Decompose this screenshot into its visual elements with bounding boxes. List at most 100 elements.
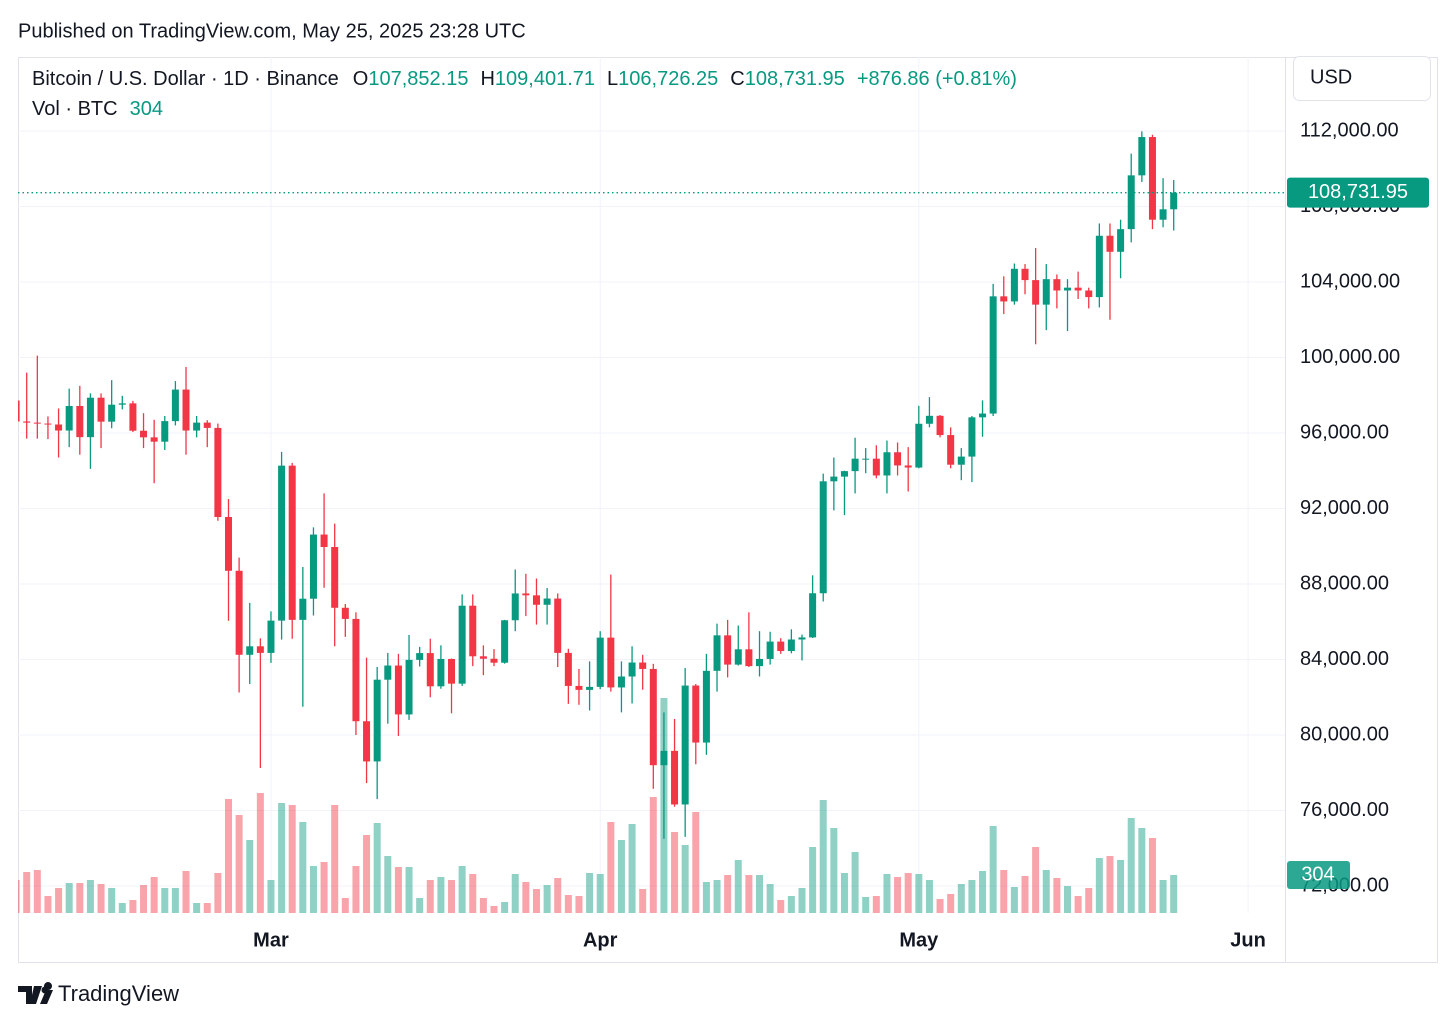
candle-body [1074, 287, 1082, 291]
grid [18, 57, 1285, 913]
candle-body [532, 595, 540, 605]
volume-bar [182, 871, 190, 913]
candle-body [437, 658, 445, 687]
candle-body [309, 534, 317, 599]
candle-body [129, 403, 137, 431]
candle-body [989, 296, 997, 414]
volume-bar [511, 874, 519, 913]
ohlc-key: O [353, 68, 369, 90]
candle-body [1117, 229, 1125, 252]
volume-bar [840, 873, 848, 913]
y-tick-label: 80,000.00 [1300, 723, 1389, 745]
volume-bar [947, 894, 955, 913]
logo-mark [18, 982, 52, 1004]
candle-body [458, 605, 466, 684]
currency-button[interactable] [1293, 56, 1431, 101]
volume-bar [809, 847, 817, 913]
volume-bar [851, 852, 859, 913]
legend-title: Bitcoin / U.S. Dollar · 1D · Binance O107… [32, 68, 1017, 90]
volume-bar [671, 832, 679, 913]
volume-bar [384, 856, 392, 913]
volume-bar [299, 822, 307, 913]
volume-bar [55, 888, 63, 913]
volume-tag [1287, 861, 1350, 889]
candle-body [150, 437, 158, 442]
volume-bar [469, 874, 477, 913]
candle-body [798, 637, 806, 640]
volume-bar [756, 875, 764, 913]
candle-body [341, 607, 349, 619]
volume-bar [246, 840, 254, 913]
volume-bar [724, 875, 732, 913]
ohlc-value: 106,726.25 [618, 68, 718, 90]
volume-bar [140, 885, 148, 913]
volume-bar [1159, 880, 1167, 913]
volume-bar [745, 875, 753, 913]
candle-body [745, 649, 753, 667]
candle-body [681, 685, 689, 805]
currency[interactable]: USD [1310, 66, 1352, 88]
candle-body [203, 422, 211, 428]
volume-bar [18, 880, 20, 913]
candle-body [501, 620, 509, 663]
volume-bar [437, 877, 445, 913]
candle-body [246, 646, 254, 655]
ohlc-value: 109,401.71 [495, 68, 595, 90]
y-tick-label: 84,000.00 [1300, 648, 1389, 670]
y-tick-label: 100,000.00 [1300, 346, 1400, 368]
candle-body [617, 676, 625, 688]
candle-body [108, 404, 116, 422]
volume-bar [734, 860, 742, 913]
candle-body [968, 417, 976, 457]
published-note: Published on TradingView.com, May 25, 20… [18, 20, 526, 42]
candle-body [224, 516, 232, 571]
volume-bar [458, 866, 466, 913]
volume-bar [267, 880, 275, 913]
volume-bar [288, 805, 296, 913]
candle-body [363, 721, 371, 762]
y-tick-label: 76,000.00 [1300, 799, 1389, 821]
volume-bar [1063, 886, 1072, 913]
candle-body [787, 639, 795, 652]
volume-bar [108, 888, 116, 913]
volume-bar [554, 878, 562, 913]
change: +876.86 (+0.81%) [857, 68, 1017, 90]
volume-bar [1042, 870, 1050, 913]
volume-bar [97, 884, 105, 913]
ohlc-key: H [480, 68, 494, 90]
volume-bar [936, 899, 944, 913]
volume-bar [1138, 828, 1146, 913]
candle-body [1053, 279, 1061, 291]
volume-bar [681, 845, 689, 913]
candle-body [1021, 268, 1029, 281]
volume-bar [235, 815, 243, 913]
y-tick-label: 92,000.00 [1300, 497, 1389, 519]
volume-tag-label: 304 [1301, 863, 1334, 885]
volume-bar [341, 898, 349, 913]
volume-bar [278, 803, 286, 913]
volume-bar [23, 872, 31, 913]
volume-bar [150, 877, 158, 913]
last-price-tag [1287, 177, 1429, 208]
volume-bar [596, 874, 604, 913]
candle-body [256, 646, 264, 653]
volume-bar [363, 835, 371, 913]
candle-body [416, 653, 424, 660]
volume-bar [76, 883, 84, 913]
candle-body [1085, 290, 1093, 298]
volume-bar [44, 896, 52, 913]
volume-bar [373, 823, 381, 913]
candle-body [76, 406, 84, 438]
volume-bar [214, 873, 222, 913]
volume-bar [1000, 870, 1008, 913]
candle-body [904, 465, 912, 468]
volume-bar [649, 797, 657, 913]
candle-body [830, 476, 838, 482]
volume-bar [203, 903, 211, 913]
volume-bar [713, 880, 721, 913]
candle-body [405, 659, 413, 715]
volume-bar [416, 898, 424, 913]
candle-body [490, 658, 498, 663]
ohlc-value: 107,852.15 [368, 68, 468, 90]
